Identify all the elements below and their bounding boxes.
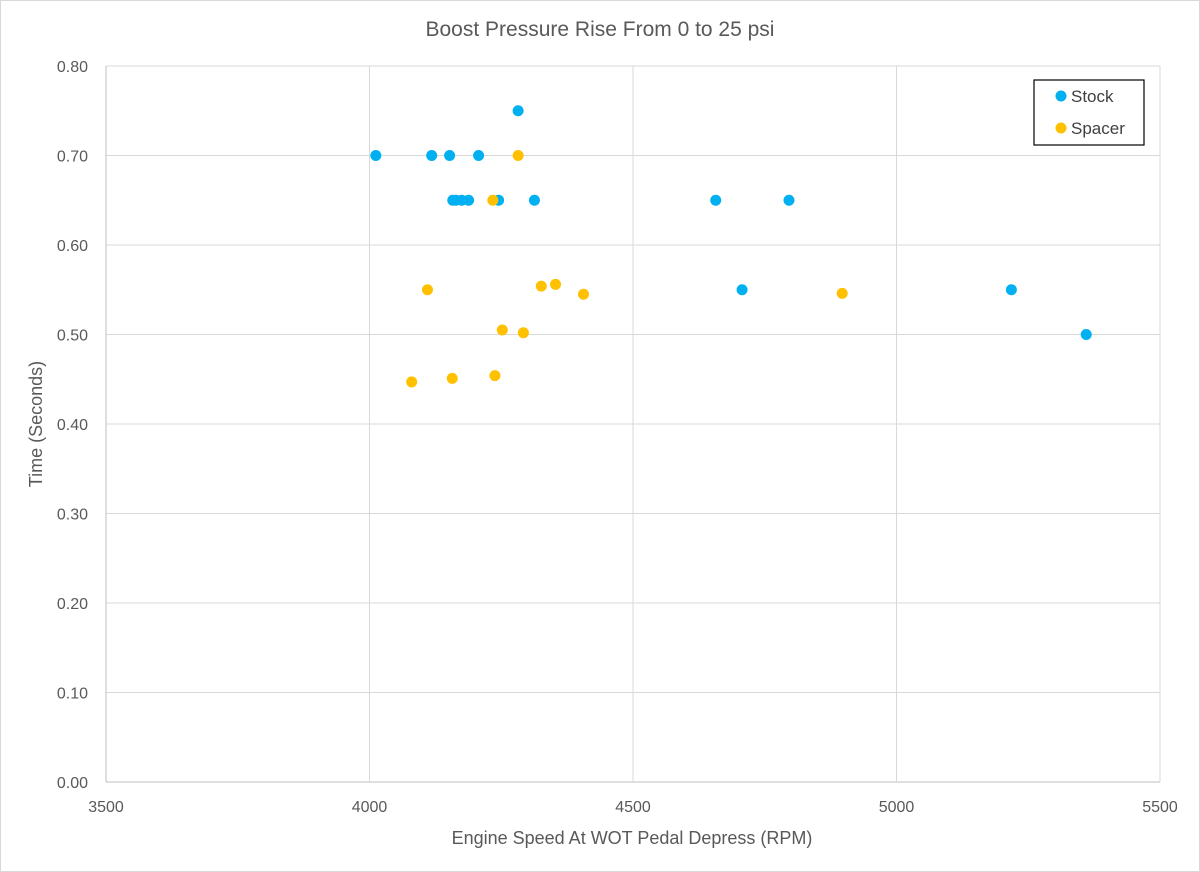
data-points xyxy=(370,105,1092,388)
series-spacer xyxy=(406,150,848,388)
x-axis-title: Engine Speed At WOT Pedal Depress (RPM) xyxy=(452,828,813,848)
y-tick-label: 0.50 xyxy=(57,328,88,345)
data-point-stock xyxy=(710,194,722,206)
y-tick-label: 0.10 xyxy=(57,686,88,703)
data-point-spacer xyxy=(512,150,524,161)
data-point-stock xyxy=(1005,284,1017,296)
data-point-stock xyxy=(528,194,540,206)
legend: Stock Spacer xyxy=(1033,79,1145,146)
x-tick-label: 5500 xyxy=(1142,799,1178,816)
x-tick-label: 4000 xyxy=(352,799,388,816)
data-point-stock xyxy=(444,150,456,161)
data-point-spacer xyxy=(550,278,562,290)
data-point-stock xyxy=(736,284,748,296)
data-point-spacer xyxy=(496,324,508,336)
data-point-spacer xyxy=(577,288,589,300)
legend-box xyxy=(1033,79,1145,146)
legend-marker-stock xyxy=(1055,90,1067,102)
data-point-spacer xyxy=(487,194,499,206)
data-point-spacer xyxy=(836,287,848,299)
y-tick-label: 0.30 xyxy=(57,507,88,524)
legend-label-spacer: Spacer xyxy=(1071,119,1125,138)
data-point-stock xyxy=(1080,329,1092,340)
data-point-spacer xyxy=(446,372,458,384)
legend-label-stock: Stock xyxy=(1071,87,1114,106)
y-axis-ticks: 0.00 0.10 0.20 0.30 0.40 0.50 0.60 0.70 0.80 xyxy=(57,59,88,792)
data-point-stock xyxy=(426,150,438,161)
data-point-spacer xyxy=(517,327,529,339)
y-axis-title: Time (Seconds) xyxy=(26,361,46,487)
y-tick-label: 0.20 xyxy=(57,596,88,613)
y-tick-label: 0.80 xyxy=(57,59,88,76)
data-point-stock xyxy=(463,194,475,206)
data-point-stock xyxy=(370,150,382,161)
data-point-spacer xyxy=(489,370,501,382)
series-stock xyxy=(370,105,1092,340)
y-tick-label: 0.60 xyxy=(57,238,88,255)
data-point-stock xyxy=(512,105,524,117)
x-tick-label: 4500 xyxy=(615,799,651,816)
y-tick-label: 0.70 xyxy=(57,149,88,166)
x-tick-label: 5000 xyxy=(879,799,915,816)
data-point-stock xyxy=(473,150,485,161)
gridlines xyxy=(105,65,1161,783)
y-tick-label: 0.40 xyxy=(57,417,88,434)
x-axis-ticks: 3500 4000 4500 5000 5500 xyxy=(88,799,1178,816)
legend-marker-spacer xyxy=(1055,122,1067,134)
data-point-spacer xyxy=(535,280,547,292)
y-tick-label: 0.00 xyxy=(57,775,88,792)
chart-title: Boost Pressure Rise From 0 to 25 psi xyxy=(426,18,775,41)
data-point-stock xyxy=(783,194,795,206)
x-tick-label: 3500 xyxy=(88,799,124,816)
data-point-spacer xyxy=(421,284,433,296)
data-point-spacer xyxy=(406,376,418,388)
